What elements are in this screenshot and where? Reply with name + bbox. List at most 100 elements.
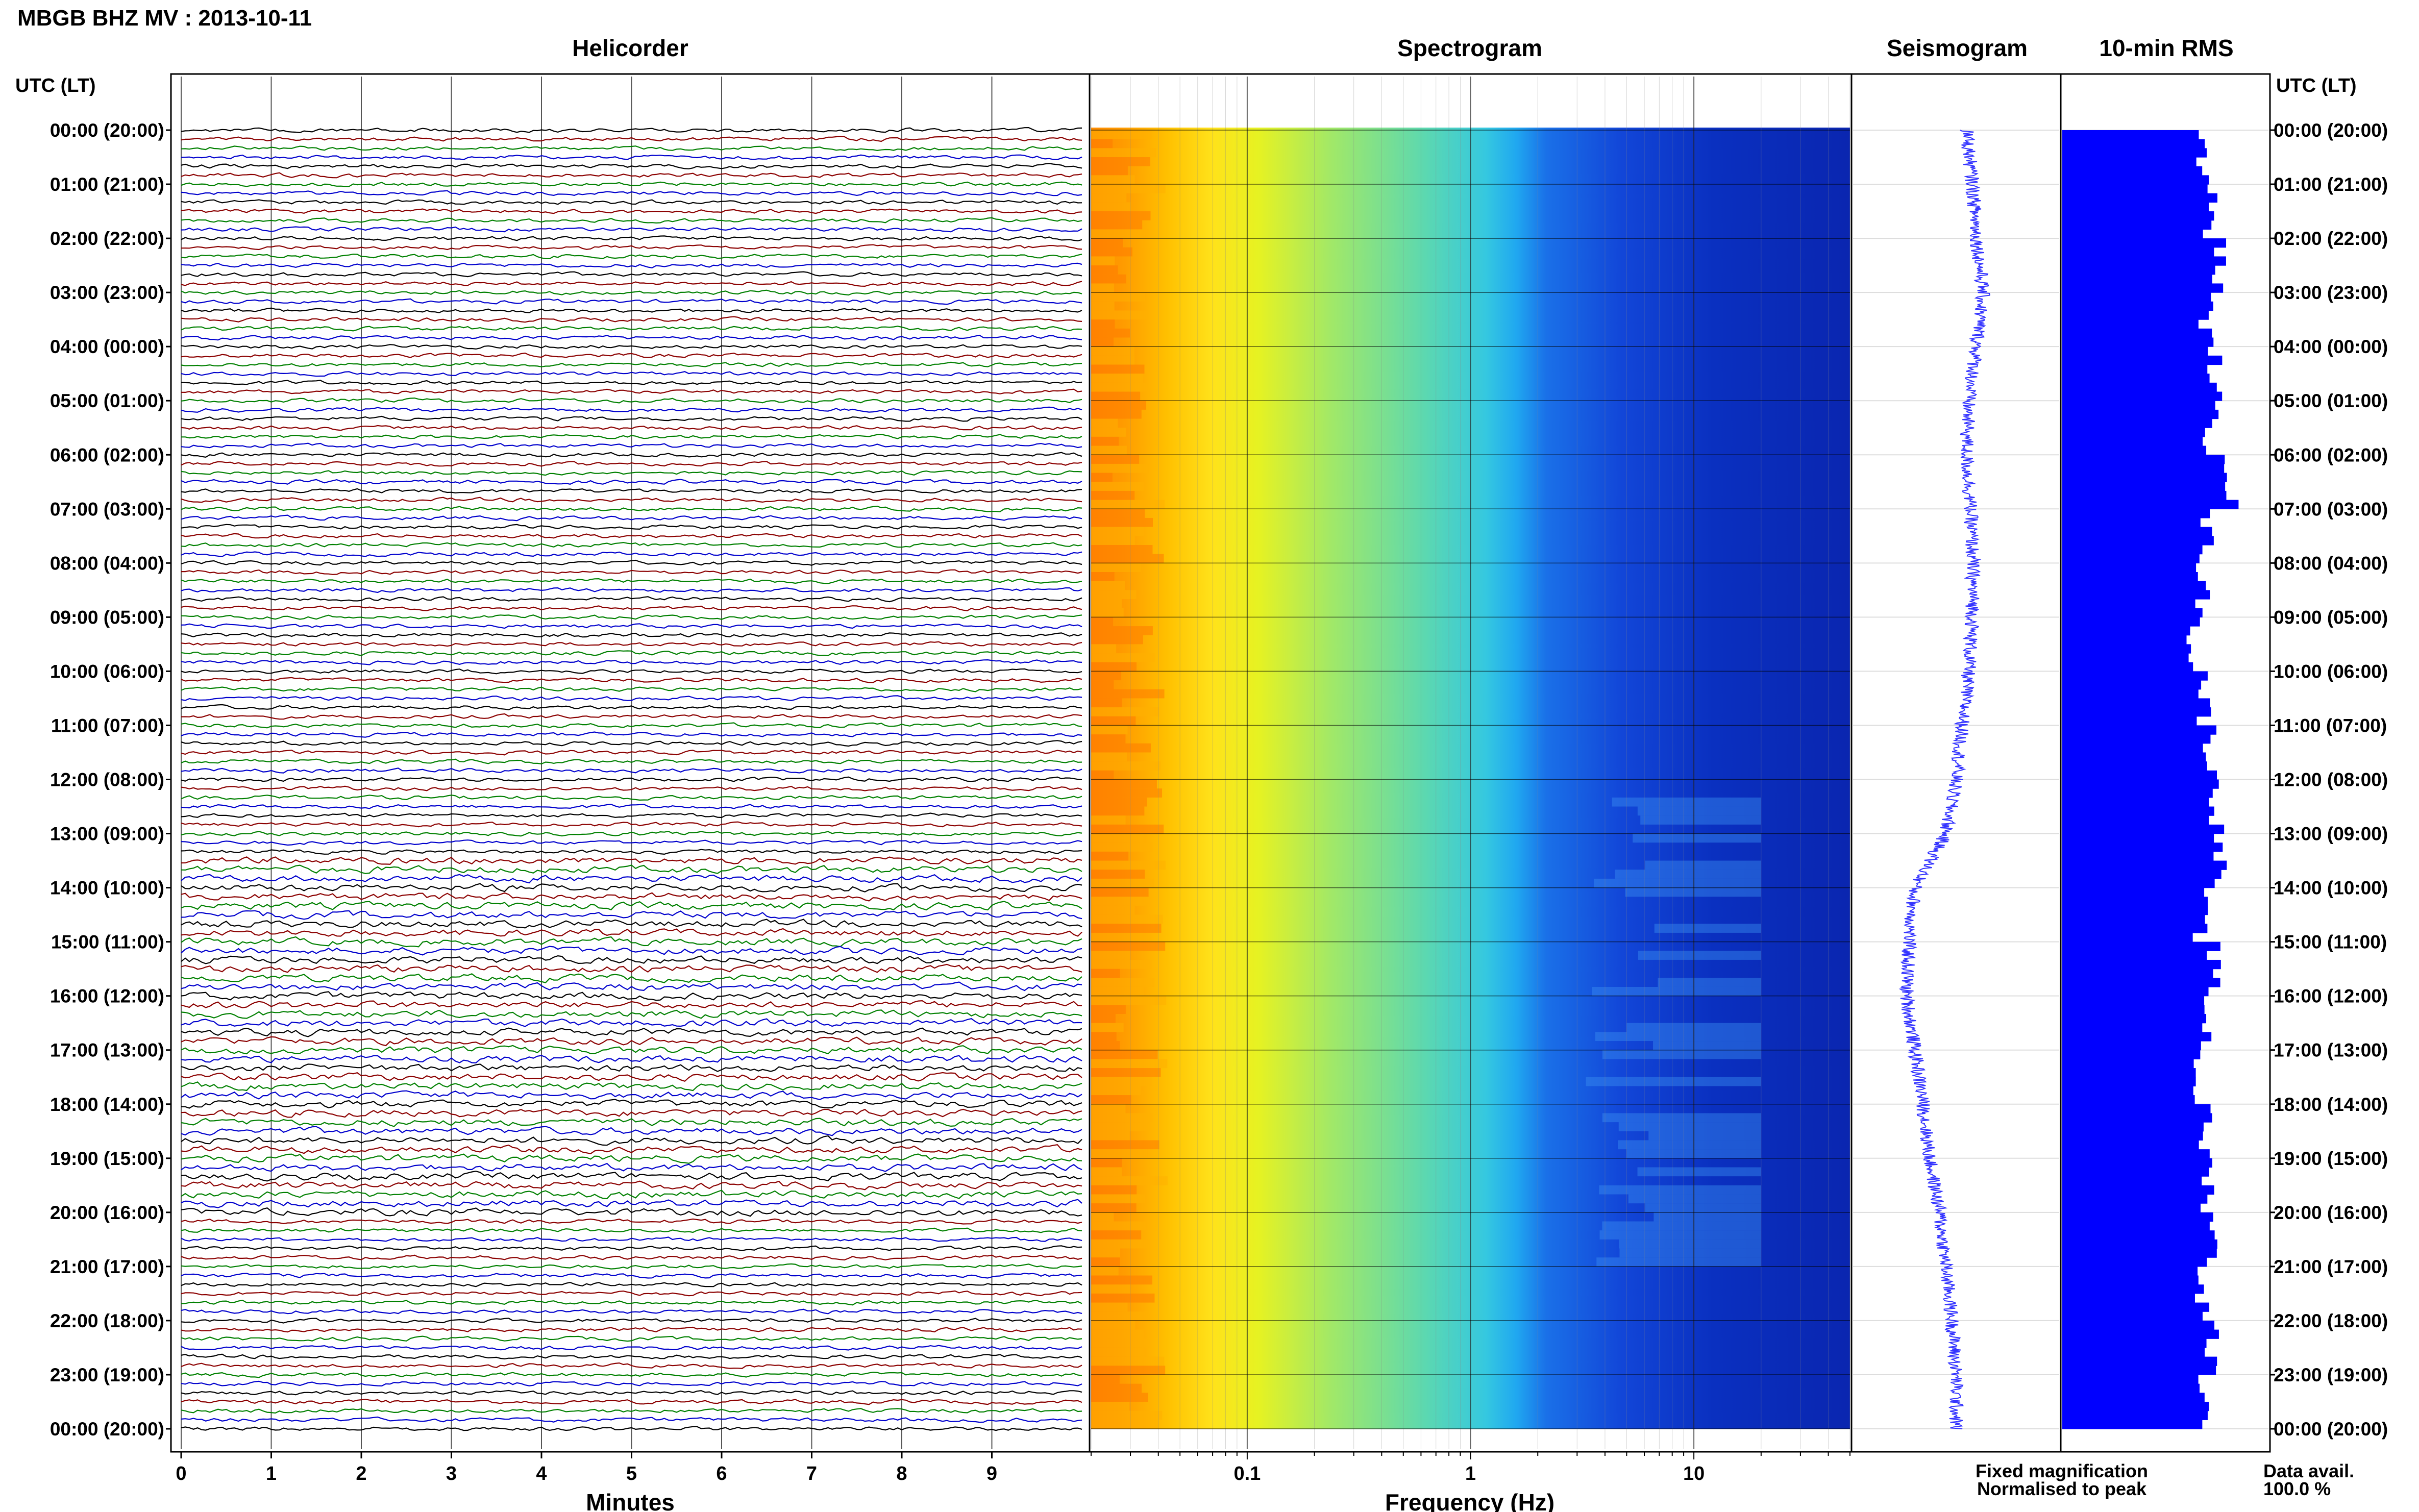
spectrogram-hf-band bbox=[1595, 1032, 1761, 1042]
legend-normalised-to-peak: Normalised to peak bbox=[1977, 1478, 2147, 1499]
spectrogram-low-band bbox=[1091, 924, 1162, 933]
spectrogram-low-band bbox=[1091, 788, 1163, 798]
spectrogram-low-band bbox=[1091, 1347, 1145, 1357]
spectrogram-x-tick-label: 1 bbox=[1465, 1463, 1476, 1484]
rms-bar bbox=[2062, 544, 2203, 555]
rms-bar bbox=[2062, 238, 2227, 248]
helicorder-trace bbox=[181, 298, 1082, 305]
helicorder-title: Helicorder bbox=[572, 35, 688, 61]
time-label-left: 12:00 (08:00) bbox=[50, 770, 164, 790]
rms-bar bbox=[2062, 581, 2206, 590]
time-label-left: 09:00 (05:00) bbox=[50, 607, 164, 628]
rms-bar bbox=[2062, 382, 2217, 392]
helicorder-trace bbox=[181, 1263, 1082, 1270]
helicorder-trace bbox=[181, 892, 1082, 902]
spectrogram-low-band bbox=[1091, 401, 1147, 410]
spectrogram-low-band bbox=[1091, 824, 1164, 834]
spectrogram-low-band bbox=[1091, 734, 1126, 743]
spectrogram-low-band bbox=[1091, 193, 1127, 203]
rms-bar bbox=[2062, 436, 2203, 447]
spectrogram-low-band bbox=[1091, 743, 1151, 753]
helicorder-trace bbox=[181, 415, 1082, 422]
rms-bar bbox=[2062, 635, 2187, 645]
rms-bar bbox=[2062, 455, 2225, 464]
spectrogram-low-band bbox=[1091, 157, 1150, 166]
helicorder-trace bbox=[181, 1254, 1082, 1261]
rms-bar bbox=[2062, 932, 2193, 943]
rms-bar bbox=[2062, 941, 2220, 951]
spectrogram-low-band bbox=[1091, 644, 1117, 654]
helicorder-trace bbox=[181, 569, 1082, 575]
helicorder-trace bbox=[181, 659, 1082, 665]
time-label-right: 16:00 (12:00) bbox=[2274, 986, 2388, 1007]
time-label-left: 10:00 (06:00) bbox=[50, 661, 164, 682]
spectrogram-low-band bbox=[1091, 806, 1145, 816]
time-label-right: 00:00 (20:00) bbox=[2274, 1419, 2388, 1440]
spectrogram-low-band bbox=[1091, 265, 1118, 275]
helicorder-x-tick-label: 0 bbox=[176, 1463, 186, 1484]
data-avail-label: Data avail. bbox=[2263, 1460, 2354, 1481]
spectrogram-low-band bbox=[1091, 996, 1167, 1005]
spectrogram-low-band bbox=[1091, 256, 1115, 266]
time-label-right: 10:00 (06:00) bbox=[2274, 661, 2388, 682]
rms-bars bbox=[2062, 130, 2239, 1429]
spectrogram-hf-band bbox=[1612, 797, 1761, 807]
rms-bar bbox=[2062, 274, 2212, 284]
helicorder-trace bbox=[181, 1318, 1082, 1324]
helicorder-trace bbox=[181, 406, 1082, 413]
rms-bar bbox=[2062, 1356, 2217, 1366]
time-label-left: 03:00 (23:00) bbox=[50, 282, 164, 303]
spectrogram-low-band bbox=[1091, 1293, 1155, 1303]
rms-bar bbox=[2062, 428, 2205, 437]
rms-bar bbox=[2062, 364, 2208, 374]
rms-bar bbox=[2062, 897, 2208, 906]
seismogram-trace bbox=[1898, 130, 1990, 1429]
spectrogram-low-band bbox=[1091, 1086, 1141, 1096]
helicorder-trace bbox=[181, 731, 1082, 738]
helicorder-trace bbox=[181, 849, 1082, 855]
rms-bar bbox=[2062, 1185, 2214, 1195]
spectrogram-hf-band bbox=[1619, 1248, 1761, 1258]
spectrogram-hf-band bbox=[1658, 978, 1761, 987]
spectrogram-low-band bbox=[1091, 346, 1134, 356]
rms-bar bbox=[2062, 401, 2215, 410]
helicorder-trace bbox=[181, 397, 1082, 404]
rms-bar bbox=[2062, 1275, 2199, 1285]
helicorder-trace bbox=[181, 154, 1082, 160]
rms-bar bbox=[2062, 1005, 2205, 1014]
spectrogram-hf-band bbox=[1625, 887, 1761, 897]
helicorder-trace bbox=[181, 785, 1082, 791]
spectrogram-low-band bbox=[1091, 1275, 1152, 1285]
rms-bar bbox=[2062, 319, 2199, 329]
spectrogram-low-band bbox=[1091, 355, 1135, 365]
helicorder-trace bbox=[181, 271, 1082, 278]
helicorder-trace bbox=[181, 1018, 1082, 1027]
helicorder-trace bbox=[181, 1326, 1082, 1333]
helicorder-trace bbox=[181, 830, 1082, 837]
helicorder-trace bbox=[181, 514, 1082, 522]
spectrogram-low-band bbox=[1091, 797, 1147, 807]
rms-bar bbox=[2062, 193, 2217, 203]
helicorder-trace bbox=[181, 1045, 1082, 1055]
helicorder-trace bbox=[181, 235, 1082, 242]
helicorder-trace bbox=[181, 874, 1082, 884]
rms-bar bbox=[2062, 1266, 2198, 1276]
helicorder-x-tick-label: 9 bbox=[986, 1463, 997, 1484]
rms-bar bbox=[2062, 563, 2196, 573]
spectrogram-hf-band bbox=[1602, 1050, 1761, 1059]
rms-bar bbox=[2062, 788, 2213, 798]
helicorder-x-axis-title: Minutes bbox=[586, 1489, 675, 1512]
seismogram-grid bbox=[1853, 130, 2059, 1429]
helicorder-trace bbox=[181, 524, 1082, 530]
helicorder-x-tick-label: 5 bbox=[626, 1463, 637, 1484]
rms-bar bbox=[2062, 310, 2209, 320]
time-label-right: 12:00 (08:00) bbox=[2274, 770, 2388, 790]
rms-bar bbox=[2062, 500, 2239, 509]
helicorder-trace bbox=[181, 289, 1082, 296]
spectrogram-low-band bbox=[1091, 382, 1148, 392]
rms-bar bbox=[2062, 725, 2217, 735]
helicorder-trace bbox=[181, 371, 1082, 377]
helicorder-trace bbox=[181, 1081, 1082, 1092]
spectrogram-low-band bbox=[1091, 455, 1140, 464]
helicorder-trace bbox=[181, 587, 1082, 593]
